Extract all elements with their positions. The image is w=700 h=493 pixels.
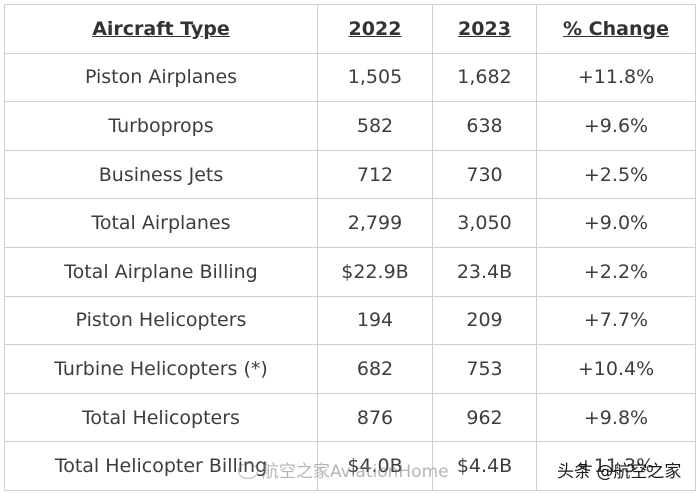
- table-row: Turboprops 582 638 +9.6%: [4, 101, 696, 151]
- table-row: Total Helicopters 876 962 +9.8%: [4, 392, 696, 443]
- cell-percent-change: +10.4%: [536, 344, 696, 394]
- cell-2023: 962: [432, 392, 537, 443]
- cell-2023: 23.4B: [432, 246, 537, 297]
- table-row: Total Helicopter Billing $4.0B $4.4B +11…: [4, 441, 696, 491]
- table-row: Business Jets 712 730 +2.5%: [4, 149, 696, 200]
- cell-aircraft-type: Total Helicopter Billing: [4, 441, 318, 491]
- aircraft-shipments-table: Aircraft Type 2022 2023 % Change Piston …: [4, 4, 696, 491]
- header-2022: 2022: [317, 4, 433, 54]
- cell-2023: 3,050: [432, 198, 537, 248]
- cell-2022: 1,505: [317, 52, 433, 103]
- cell-2022: 876: [317, 392, 433, 443]
- cell-aircraft-type: Turboprops: [4, 101, 318, 151]
- header-percent-change: % Change: [536, 4, 696, 54]
- table-row: Total Airplanes 2,799 3,050 +9.0%: [4, 198, 696, 248]
- cell-percent-change: +2.5%: [536, 149, 696, 200]
- cell-percent-change: +11.3%: [536, 441, 696, 491]
- cell-aircraft-type: Total Helicopters: [4, 392, 318, 443]
- cell-percent-change: +7.7%: [536, 295, 696, 346]
- cell-percent-change: +9.8%: [536, 392, 696, 443]
- cell-2023: 1,682: [432, 52, 537, 103]
- cell-percent-change: +9.6%: [536, 101, 696, 151]
- cell-aircraft-type: Business Jets: [4, 149, 318, 200]
- cell-percent-change: +2.2%: [536, 246, 696, 297]
- table-header-row: Aircraft Type 2022 2023 % Change: [4, 4, 696, 54]
- table-row: Piston Airplanes 1,505 1,682 +11.8%: [4, 52, 696, 103]
- cell-aircraft-type: Total Airplane Billing: [4, 246, 318, 297]
- table-row: Piston Helicopters 194 209 +7.7%: [4, 295, 696, 346]
- cell-2022: 194: [317, 295, 433, 346]
- cell-2023: 209: [432, 295, 537, 346]
- cell-percent-change: +9.0%: [536, 198, 696, 248]
- cell-aircraft-type: Turbine Helicopters (*): [4, 344, 318, 394]
- cell-2023: $4.4B: [432, 441, 537, 491]
- cell-aircraft-type: Total Airplanes: [4, 198, 318, 248]
- cell-2023: 638: [432, 101, 537, 151]
- cell-2022: $22.9B: [317, 246, 433, 297]
- cell-2022: $4.0B: [317, 441, 433, 491]
- cell-2022: 582: [317, 101, 433, 151]
- cell-percent-change: +11.8%: [536, 52, 696, 103]
- header-aircraft-type: Aircraft Type: [4, 4, 318, 54]
- header-2023: 2023: [432, 4, 537, 54]
- table-row: Turbine Helicopters (*) 682 753 +10.4%: [4, 344, 696, 394]
- cell-2023: 730: [432, 149, 537, 200]
- cell-aircraft-type: Piston Helicopters: [4, 295, 318, 346]
- cell-2022: 682: [317, 344, 433, 394]
- cell-2022: 712: [317, 149, 433, 200]
- cell-2023: 753: [432, 344, 537, 394]
- cell-aircraft-type: Piston Airplanes: [4, 52, 318, 103]
- table-row: Total Airplane Billing $22.9B 23.4B +2.2…: [4, 246, 696, 297]
- cell-2022: 2,799: [317, 198, 433, 248]
